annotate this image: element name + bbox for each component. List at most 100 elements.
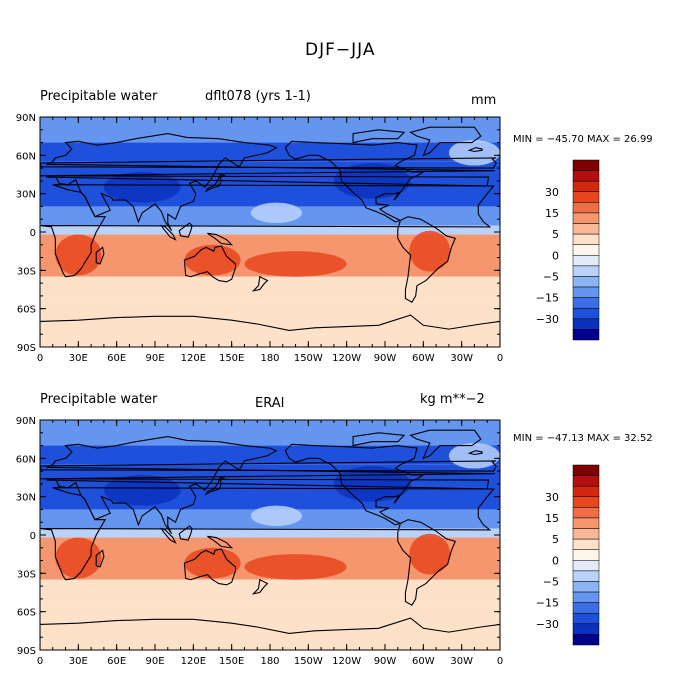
lon-label: 150E xyxy=(219,353,244,364)
colorbar-swatch xyxy=(572,233,600,245)
lat-label: 60S xyxy=(17,305,36,316)
coastline-sumatra xyxy=(160,224,177,241)
panel-1-field xyxy=(40,117,500,347)
coastline-new-zealand xyxy=(251,275,269,292)
lon-label: 180 xyxy=(260,353,279,364)
field-band xyxy=(40,302,500,347)
panel-2-variable-label: Precipitable water xyxy=(40,392,158,407)
colorbar-swatch xyxy=(572,560,600,572)
field-band xyxy=(40,142,500,162)
colorbar-swatch xyxy=(572,549,600,561)
colorbar-label: 0 xyxy=(552,249,559,262)
field-anomaly xyxy=(409,230,451,272)
field-anomaly xyxy=(409,533,451,575)
field-band xyxy=(40,528,500,538)
coastline-antarctica xyxy=(40,617,500,650)
lat-label: 90S xyxy=(17,343,36,354)
colorbar-label: 15 xyxy=(545,207,559,220)
colorbar-label: −30 xyxy=(536,313,559,326)
lon-label: 60W xyxy=(412,656,435,667)
colorbar-swatch xyxy=(572,570,600,582)
panel-2-min-max: MIN = −47.13 MAX = 32.52 xyxy=(513,433,653,444)
coastline-japan xyxy=(204,173,226,193)
field-anomaly xyxy=(184,244,241,276)
colorbar: 30 15 5 0 −5 −15 −30 xyxy=(536,464,600,646)
colorbar-swatch xyxy=(572,634,600,646)
lon-label: 90W xyxy=(374,353,397,364)
colorbar-swatch xyxy=(572,612,600,625)
colorbar-swatch xyxy=(572,159,600,171)
panel-1-case-label: dflt078 (yrs 1-1) xyxy=(205,89,311,104)
lat-label: 90N xyxy=(16,416,36,427)
lon-label: 0 xyxy=(37,353,43,364)
colorbar-swatch xyxy=(572,517,600,529)
lat-label: 0 xyxy=(30,228,36,239)
lon-label: 90E xyxy=(145,656,164,667)
lon-label: 60E xyxy=(107,656,126,667)
colorbar-label: 15 xyxy=(545,512,559,525)
colorbar-label: −5 xyxy=(543,575,559,588)
lon-label: 120E xyxy=(181,353,206,364)
lon-label: 120W xyxy=(332,353,361,364)
lon-label: 30W xyxy=(450,656,473,667)
panel-reanalysis: Precipitable water ERAI kg m**−2 MIN = −… xyxy=(0,388,700,688)
coastline-n-america xyxy=(284,443,426,526)
panel-1-min-max: MIN = −45.70 MAX = 26.99 xyxy=(513,134,653,145)
colorbar-swatch xyxy=(572,244,600,256)
colorbar-label: −5 xyxy=(543,270,559,283)
field-anomaly xyxy=(448,140,500,166)
field-band xyxy=(40,276,500,303)
colorbar-swatch xyxy=(572,286,600,298)
coastline-greenland xyxy=(409,429,482,460)
colorbar-swatch xyxy=(572,307,600,320)
lat-label: 60N xyxy=(16,151,36,162)
coastline-s-america xyxy=(397,216,457,304)
colorbar-swatch xyxy=(572,191,600,203)
field-anomaly xyxy=(184,547,241,579)
field-anomaly xyxy=(250,505,302,527)
lon-label: 90W xyxy=(374,656,397,667)
lat-label: 30N xyxy=(16,190,36,201)
field-band xyxy=(40,445,500,465)
lon-label: 90E xyxy=(145,353,164,364)
field-anomaly xyxy=(244,554,347,580)
colorbar-label: 5 xyxy=(552,228,559,241)
lat-label: 30N xyxy=(16,493,36,504)
colorbar-swatch xyxy=(572,485,600,498)
colorbar-label: −15 xyxy=(536,292,559,305)
coastline-eurasia xyxy=(40,436,495,535)
lon-label: 0 xyxy=(497,656,503,667)
field-band xyxy=(40,605,500,650)
colorbar: 30 15 5 0 −5 −15 −30 xyxy=(536,159,600,341)
coastline-madagascar xyxy=(95,246,105,265)
lon-label: 150W xyxy=(294,353,323,364)
colorbar-swatch xyxy=(572,318,600,330)
coastline-uk xyxy=(40,157,497,169)
coastline-new-guinea xyxy=(207,535,234,549)
field-band xyxy=(40,225,500,235)
coastline-greenland xyxy=(409,126,482,157)
colorbar-swatch xyxy=(572,602,600,614)
lon-label: 120E xyxy=(181,656,206,667)
colorbar-swatch xyxy=(572,202,600,214)
panel-1-units: mm xyxy=(471,93,497,108)
coastline-australia xyxy=(183,548,237,586)
lon-label: 0 xyxy=(497,353,503,364)
lat-label: 90S xyxy=(17,646,36,657)
colorbar-swatch xyxy=(572,297,600,309)
coastline-eurasia xyxy=(40,133,495,232)
lon-label: 60E xyxy=(107,353,126,364)
lon-label: 180 xyxy=(260,656,279,667)
colorbar-swatch xyxy=(572,255,600,267)
colorbar-swatch xyxy=(572,528,600,540)
colorbar-swatch xyxy=(572,464,600,476)
coastline-n-america xyxy=(284,140,426,223)
coastline-uk xyxy=(40,460,497,472)
figure-title: DJF−JJA xyxy=(305,40,376,60)
lat-label: 0 xyxy=(30,531,36,542)
coastline-arctic-islands xyxy=(352,129,406,144)
coastline-borneo xyxy=(178,525,193,541)
lon-label: 120W xyxy=(332,656,361,667)
colorbar-swatch xyxy=(572,223,600,235)
